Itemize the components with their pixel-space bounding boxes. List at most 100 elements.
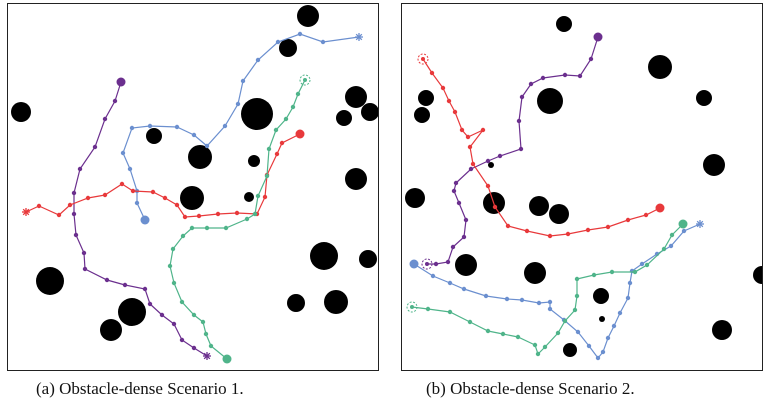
green-robot-waypoint	[223, 225, 229, 231]
purple-robot-waypoint	[71, 190, 77, 196]
scenario-2-plot	[405, 16, 762, 361]
red-robot-waypoint	[429, 70, 435, 76]
obstacle	[524, 262, 546, 284]
blue-robot-end-dot-marker	[409, 259, 419, 269]
purple-robot-waypoint	[562, 72, 568, 78]
green-robot-waypoint	[203, 331, 209, 337]
blue-robot-waypoint	[134, 200, 140, 206]
purple-robot-waypoint	[191, 345, 197, 351]
obstacle	[345, 168, 367, 190]
blue-robot-waypoint	[240, 78, 246, 84]
blue-robot-waypoint	[600, 349, 606, 355]
red-robot-waypoint	[85, 195, 91, 201]
obstacle	[359, 250, 377, 268]
blue-robot-waypoint	[120, 150, 126, 156]
obstacle	[414, 107, 430, 123]
purple-robot-waypoint	[453, 180, 459, 186]
purple-robot-start-dot-marker	[116, 77, 126, 87]
red-robot-waypoint	[262, 194, 268, 200]
red-robot-waypoint	[480, 127, 486, 133]
red-robot-waypoint	[470, 161, 476, 167]
green-robot-waypoint	[252, 211, 258, 217]
purple-robot-waypoint	[433, 261, 439, 267]
purple-robot-waypoint	[142, 286, 148, 292]
purple-robot-waypoint	[485, 158, 491, 164]
blue-robot-waypoint	[127, 166, 133, 172]
green-robot-start-dot-marker	[678, 219, 688, 229]
blue-robot-waypoint	[235, 101, 241, 107]
red-robot-waypoint	[505, 223, 511, 229]
red-robot-start-ring-marker	[417, 53, 429, 65]
green-robot-waypoint	[591, 272, 597, 278]
green-robot-trajectory	[169, 79, 306, 360]
green-robot-waypoint	[532, 342, 538, 348]
obstacle	[556, 16, 572, 32]
blue-robot-waypoint	[605, 335, 611, 341]
purple-robot-waypoint	[82, 266, 88, 272]
purple-robot-waypoint	[71, 211, 77, 217]
blue-robot-waypoint	[461, 286, 467, 292]
scenario-1-panel	[7, 3, 379, 371]
green-robot-waypoint	[574, 293, 580, 299]
purple-robot-waypoint	[461, 234, 467, 240]
red-robot-waypoint	[215, 211, 221, 217]
red-robot-trajectory	[25, 133, 301, 218]
purple-robot-end-ring-center	[425, 262, 429, 266]
green-robot-start-ring-center	[303, 78, 307, 82]
green-robot-waypoint	[632, 269, 638, 275]
obstacle	[703, 154, 725, 176]
green-robot-waypoint	[179, 299, 185, 305]
blue-robot-waypoint	[129, 125, 135, 131]
purple-robot-waypoint	[497, 153, 503, 159]
blue-robot-start-star-marker	[355, 33, 363, 41]
purple-robot-end-star-marker	[203, 352, 211, 360]
red-robot-waypoint	[150, 189, 156, 195]
green-robot-waypoint	[266, 146, 272, 152]
blue-robot-waypoint	[547, 306, 553, 312]
obstacle	[696, 90, 712, 106]
green-robot-waypoint	[273, 127, 279, 133]
purple-robot-waypoint	[102, 116, 108, 122]
blue-robot-waypoint	[536, 300, 542, 306]
blue-robot-waypoint	[625, 295, 631, 301]
green-robot-end-ring-marker	[406, 301, 418, 313]
red-robot-waypoint	[102, 192, 108, 198]
green-robot-waypoint	[167, 263, 173, 269]
green-robot-waypoint	[644, 262, 650, 268]
purple-robot-waypoint	[445, 259, 451, 265]
obstacle	[549, 204, 569, 224]
obstacle	[118, 298, 146, 326]
purple-robot-waypoint	[588, 56, 594, 62]
blue-robot-waypoint	[611, 323, 617, 329]
green-robot-waypoint	[295, 91, 301, 97]
blue-robot-waypoint	[504, 296, 510, 302]
obstacle	[361, 103, 378, 121]
obstacle	[599, 316, 605, 322]
red-robot-waypoint	[279, 140, 285, 146]
green-robot-waypoint	[447, 309, 453, 315]
red-robot-waypoint	[440, 85, 446, 91]
purple-robot-waypoint	[450, 244, 456, 250]
obstacle	[180, 186, 204, 210]
red-robot-waypoint	[605, 224, 611, 230]
purple-robot-waypoint	[73, 232, 79, 238]
red-robot-waypoint	[485, 183, 491, 189]
red-robot-waypoint	[452, 109, 458, 115]
green-robot-waypoint	[542, 344, 548, 350]
scenario-1-plot	[11, 5, 378, 364]
obstacle	[248, 155, 260, 167]
red-robot-waypoint	[56, 212, 62, 218]
obstacle	[529, 196, 549, 216]
purple-robot-trajectory	[427, 36, 599, 265]
purple-robot-waypoint	[468, 166, 474, 172]
green-robot-waypoint	[264, 173, 270, 179]
green-robot-waypoint	[200, 319, 206, 325]
obstacle	[297, 5, 319, 27]
blue-robot-waypoint	[320, 39, 326, 45]
obstacle	[36, 267, 64, 295]
red-robot-waypoint	[459, 127, 465, 133]
scenario-2-panel	[401, 3, 763, 371]
obstacle	[324, 290, 348, 314]
purple-robot-waypoint	[77, 166, 83, 172]
purple-robot-waypoint	[463, 217, 469, 223]
